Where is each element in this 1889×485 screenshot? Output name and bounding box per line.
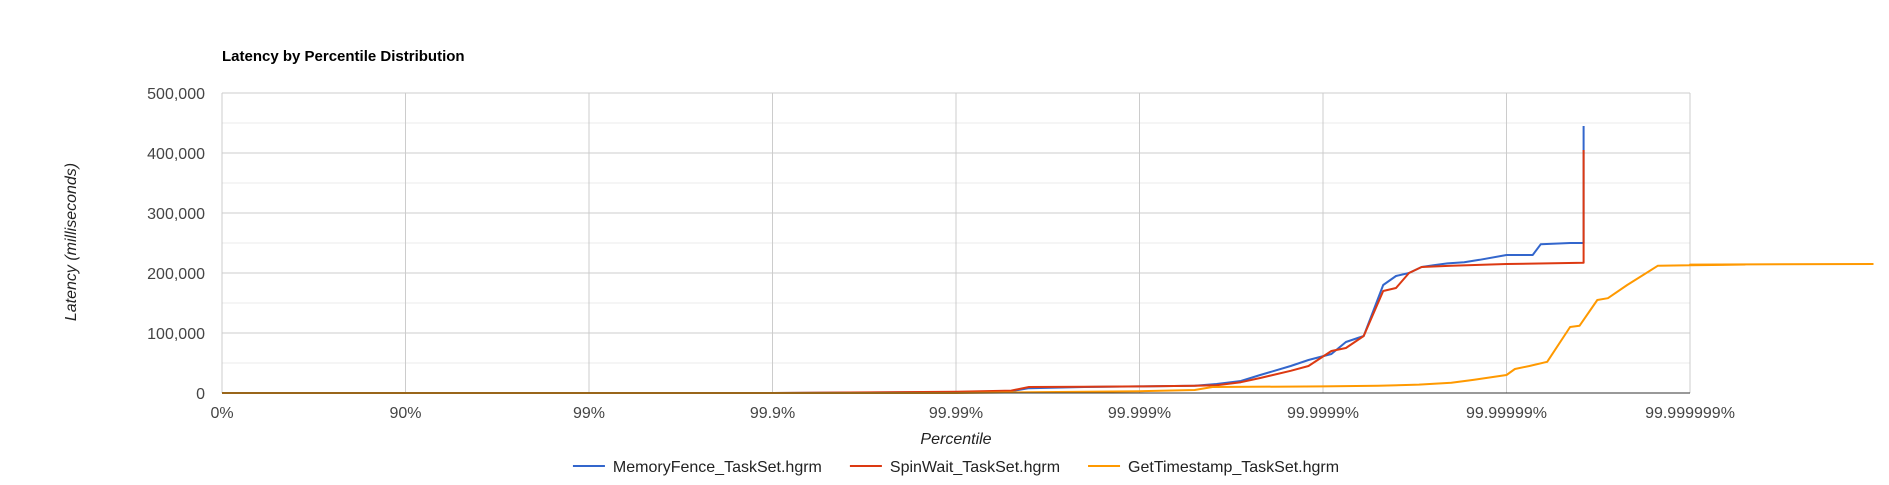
x-tick-label: 99.9999% xyxy=(1287,405,1359,422)
legend-label: MemoryFence_TaskSet.hgrm xyxy=(613,459,822,476)
legend-label: SpinWait_TaskSet.hgrm xyxy=(890,459,1060,476)
series-layer xyxy=(222,126,1874,394)
y-tick-label: 200,000 xyxy=(147,266,205,283)
legend-item-0[interactable]: MemoryFence_TaskSet.hgrm xyxy=(572,459,822,476)
y-axis-title: Latency (milliseconds) xyxy=(63,163,80,321)
y-tick-label: 100,000 xyxy=(147,326,205,343)
legend-item-1[interactable]: SpinWait_TaskSet.hgrm xyxy=(849,459,1060,476)
x-tick-label: 99.9% xyxy=(750,405,795,422)
series-line-2 xyxy=(222,263,1874,394)
x-tick-label: 99.999% xyxy=(1108,405,1171,422)
x-tick-label: 99.99999% xyxy=(1466,405,1547,422)
x-tick-label: 99% xyxy=(573,405,605,422)
y-tick-label: 500,000 xyxy=(147,86,205,103)
legend-item-2[interactable]: GetTimestamp_TaskSet.hgrm xyxy=(1088,459,1339,476)
y-tick-label: 0 xyxy=(196,386,205,403)
legend-label: GetTimestamp_TaskSet.hgrm xyxy=(1128,459,1339,476)
y-tick-label: 400,000 xyxy=(147,146,205,163)
x-tick-label: 99.99% xyxy=(929,405,983,422)
tick-layer: 0 100,000 200,000 300,000 400,000 500,000 0% 90… xyxy=(147,86,1735,422)
series-line-1 xyxy=(222,150,1585,394)
x-tick-label: 90% xyxy=(389,405,421,422)
x-tick-label: 99.999999% xyxy=(1645,405,1735,422)
x-tick-label: 0% xyxy=(210,405,233,422)
grid-layer xyxy=(221,92,1691,394)
y-tick-label: 300,000 xyxy=(147,206,205,223)
x-axis-title: Percentile xyxy=(920,431,991,448)
series-line-0 xyxy=(222,126,1585,394)
chart-title: Latency by Percentile Distribution xyxy=(222,48,465,65)
legend: MemoryFence_TaskSet.hgrm SpinWait_TaskSet… xyxy=(572,459,1339,476)
